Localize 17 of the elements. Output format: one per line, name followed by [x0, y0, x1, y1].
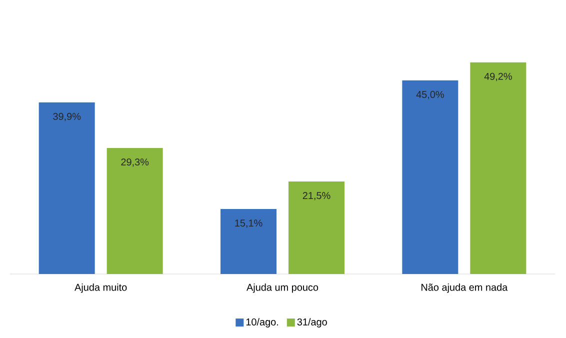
- data-label: 49,2%: [484, 72, 512, 82]
- data-label: 39,9%: [53, 112, 81, 122]
- legend-label: 31/ago: [297, 318, 327, 328]
- bar: [220, 209, 277, 274]
- x-tick-label: Ajuda muito: [74, 284, 127, 293]
- bar: [288, 182, 345, 274]
- x-tick-label: Ajuda um pouco: [246, 284, 318, 293]
- bar: [470, 62, 526, 274]
- x-tick-label: Não ajuda em nada: [422, 284, 508, 293]
- bar: [38, 102, 95, 274]
- data-label: 15,1%: [235, 220, 262, 228]
- bar: [106, 148, 163, 274]
- bar: [402, 80, 458, 274]
- data-label: 21,5%: [302, 192, 330, 200]
- legend-label: 10/ago.: [246, 318, 278, 328]
- data-label: 29,3%: [121, 158, 149, 167]
- data-label: 45,0%: [416, 90, 444, 100]
